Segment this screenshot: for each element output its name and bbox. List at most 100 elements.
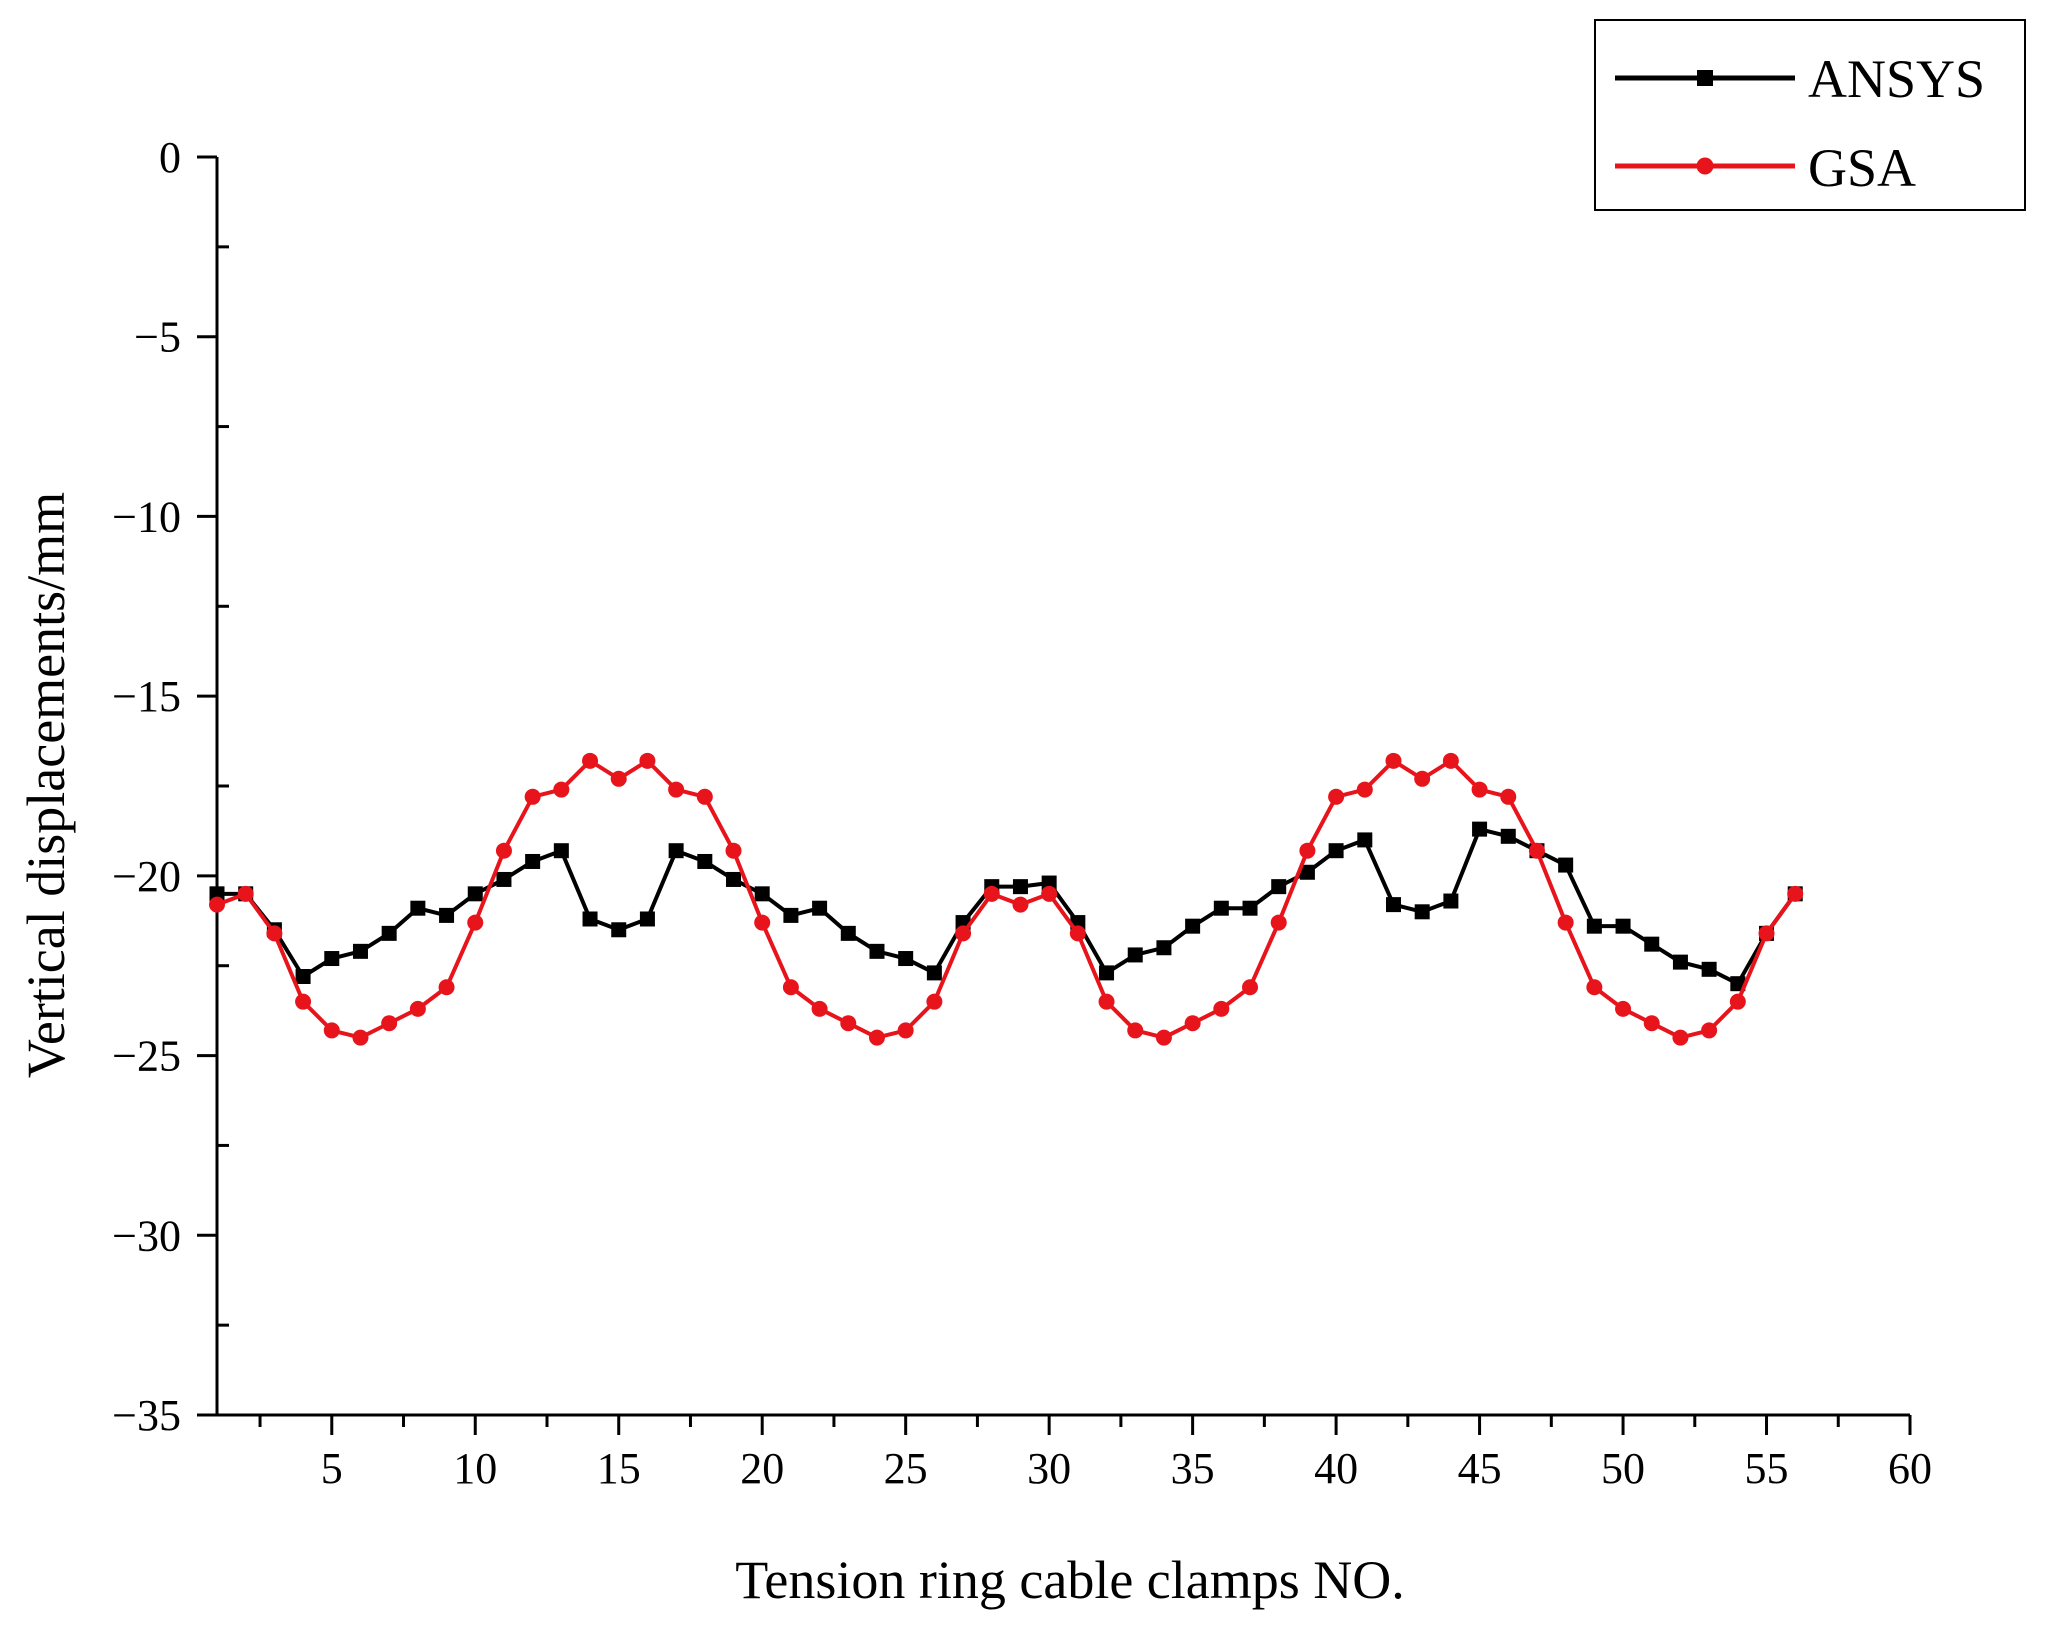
data-point-gsa [1442,752,1459,769]
data-point-ansys [783,907,799,923]
series-line-gsa [216,758,1797,1040]
y-axis-title: Vertical displacements/mm [16,492,76,1078]
data-point-ansys [1271,879,1287,895]
data-point-gsa [438,979,455,996]
x-tick-label: 45 [1458,1444,1502,1493]
data-point-ansys [754,886,770,902]
x-tick-label: 50 [1601,1444,1645,1493]
data-point-gsa [467,914,484,931]
data-point-ansys [410,900,426,916]
data-point-gsa [983,885,1000,902]
data-point-ansys [1586,918,1602,934]
data-point-gsa [1385,752,1402,769]
x-axis-ticks [258,1415,1912,1435]
legend: ANSYS GSA [1594,19,2026,211]
data-point-gsa [668,781,685,798]
x-axis-title: Tension ring cable clamps NO. [735,1550,1405,1610]
data-point-gsa [1643,1015,1660,1032]
x-axis-tick-labels: 5 10 15 20 25 30 35 40 45 50 55 60 [321,1444,1932,1493]
data-point-gsa [1328,788,1345,805]
legend-box [1594,19,2026,211]
legend-marker-ansys [1697,70,1713,86]
data-point-ansys [1500,828,1516,844]
data-point-gsa [897,1022,914,1039]
y-axis-ticks [197,155,229,1417]
data-point-gsa [409,1000,426,1017]
data-point-ansys [697,853,713,869]
data-point-ansys [1127,947,1143,963]
data-point-gsa [295,993,312,1010]
data-point-gsa [782,979,799,996]
x-tick-label: 15 [597,1444,641,1493]
x-tick-label: 55 [1745,1444,1789,1493]
data-point-ansys [582,911,598,927]
data-point-gsa [1356,781,1373,798]
data-point-gsa [1672,1029,1689,1046]
data-point-ansys [1156,940,1172,956]
data-point-gsa [266,925,283,942]
data-point-gsa [1787,885,1804,902]
data-point-gsa [553,781,570,798]
data-point-ansys [726,871,742,887]
y-tick-label: −20 [112,852,181,901]
data-point-gsa [237,885,254,902]
data-point-ansys [1299,864,1315,880]
data-point-ansys [525,853,541,869]
data-point-ansys [668,843,684,859]
data-point-gsa [868,1029,885,1046]
data-point-ansys [467,886,483,902]
data-point-gsa [1528,842,1545,859]
data-point-ansys [1414,904,1430,920]
data-point-ansys [295,968,311,984]
data-point-gsa [1184,1015,1201,1032]
data-point-ansys [1730,976,1746,992]
data-point-gsa [1012,896,1029,913]
data-point-gsa [1701,1022,1718,1039]
series-gsa [209,752,1804,1046]
data-point-ansys [1672,954,1688,970]
data-point-ansys [611,922,627,938]
y-tick-label: −15 [112,672,181,721]
x-tick-label: 35 [1171,1444,1215,1493]
x-tick-label: 25 [884,1444,928,1493]
data-point-ansys [1185,918,1201,934]
data-point-ansys [1472,821,1488,837]
data-point-gsa [1213,1000,1230,1017]
data-point-ansys [1644,936,1660,952]
y-tick-label: −5 [134,313,181,362]
data-point-ansys [1099,965,1115,981]
x-tick-label: 10 [453,1444,497,1493]
data-point-gsa [352,1029,369,1046]
data-point-gsa [524,788,541,805]
data-point-ansys [812,900,828,916]
legend-label-gsa: GSA [1808,138,1916,198]
data-point-gsa [582,752,599,769]
data-point-gsa [323,1022,340,1039]
data-point-gsa [696,788,713,805]
x-tick-label: 20 [740,1444,784,1493]
y-axis-tick-labels: 0 −5 −10 −15 −20 −25 −30 −35 [112,133,181,1440]
y-tick-label: −30 [112,1211,181,1260]
data-point-gsa [639,752,656,769]
data-point-ansys [381,925,397,941]
data-point-gsa [1729,993,1746,1010]
data-point-gsa [1127,1022,1144,1039]
data-point-ansys [1357,832,1373,848]
data-point-gsa [725,842,742,859]
data-point-gsa [1299,842,1316,859]
series-group [209,752,1804,1046]
data-point-ansys [840,925,856,941]
data-point-gsa [1557,914,1574,931]
data-point-gsa [754,914,771,931]
data-point-gsa [955,925,972,942]
x-tick-label: 40 [1314,1444,1358,1493]
data-point-ansys [1385,897,1401,913]
data-point-ansys [639,911,655,927]
data-point-gsa [1586,979,1603,996]
data-point-ansys [926,965,942,981]
data-point-gsa [1098,993,1115,1010]
data-point-gsa [926,993,943,1010]
data-point-gsa [381,1015,398,1032]
data-point-gsa [811,1000,828,1017]
